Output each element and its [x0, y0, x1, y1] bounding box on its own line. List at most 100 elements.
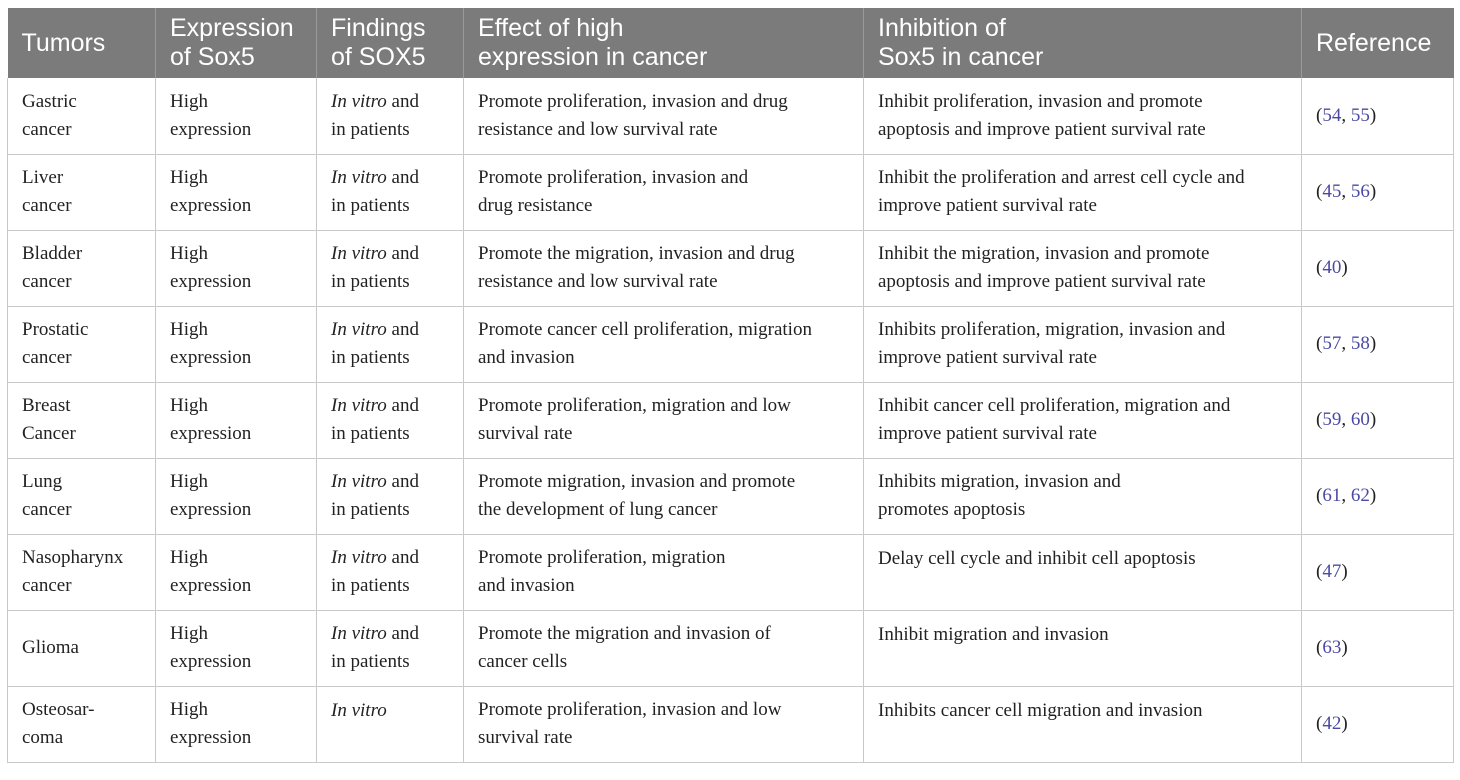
cell-effect: Promote the migration, invasion and drug…: [463, 230, 864, 307]
cell-expression: High expression: [155, 154, 317, 231]
cell-reference: (63): [1301, 610, 1454, 687]
cell-text: Prostatic cancer: [22, 319, 89, 368]
cell-text: Inhibits proliferation, migration, invas…: [878, 319, 1226, 368]
reference-link[interactable]: 47: [1322, 561, 1342, 582]
cell-text: Promote proliferation, migration and low…: [478, 395, 791, 444]
cell-text: High expression: [170, 547, 252, 596]
cell-findings: In vitro and in patients: [316, 610, 464, 687]
cell-reference: (61, 62): [1301, 458, 1454, 535]
reference-link[interactable]: 60: [1350, 409, 1370, 430]
cell-text: Promote proliferation, migration and inv…: [478, 547, 726, 596]
cell-effect: Promote proliferation, invasion and drug…: [463, 154, 864, 231]
header-tumors: Tumors: [7, 8, 156, 78]
table-row: Nasopharynx cancer High expression In vitr…: [7, 534, 1454, 611]
cell-reference: (59, 60): [1301, 382, 1454, 459]
cell-text: Lung cancer: [22, 471, 72, 520]
findings-rest-text: and in patients: [331, 319, 419, 368]
cell-text: High expression: [170, 319, 252, 368]
cell-expression: High expression: [155, 382, 317, 459]
cell-tumor: Bladder cancer: [7, 230, 156, 307]
header-reference: Reference: [1301, 8, 1454, 78]
cell-text: Inhibit migration and invasion: [878, 623, 1109, 645]
cell-inhibition: Inhibits migration, invasion and promote…: [863, 458, 1302, 535]
cell-reference: (45, 56): [1301, 154, 1454, 231]
findings-italic-text: In vitro: [331, 319, 387, 340]
table-row: Lung cancer High expression In vitro and i…: [7, 458, 1454, 535]
header-effect: Effect of high expression in cancer: [463, 8, 864, 78]
cell-text: Gastric cancer: [22, 90, 77, 140]
reference-link[interactable]: 59: [1322, 409, 1342, 430]
cell-tumor: Glioma: [7, 610, 156, 687]
cell-tumor: Nasopharynx cancer: [7, 534, 156, 611]
cell-text: Breast Cancer: [22, 395, 76, 444]
reference-link[interactable]: 40: [1322, 257, 1342, 278]
cell-effect: Promote migration, invasion and promote …: [463, 458, 864, 535]
cell-text: High expression: [170, 395, 252, 444]
cell-findings: In vitro and in patients: [316, 306, 464, 383]
findings-rest-text: and in patients: [331, 547, 419, 596]
cell-inhibition: Delay cell cycle and inhibit cell apopto…: [863, 534, 1302, 611]
cell-text: Promote proliferation, invasion and low …: [478, 699, 782, 748]
reference-link[interactable]: 55: [1350, 104, 1370, 126]
cell-tumor: Liver cancer: [7, 154, 156, 231]
cell-expression: High expression: [155, 610, 317, 687]
cell-text: Nasopharynx cancer: [22, 547, 124, 596]
findings-rest-text: and in patients: [331, 167, 419, 216]
cell-reference: (42): [1301, 686, 1454, 763]
cell-effect: Promote the migration and invasion of ca…: [463, 610, 864, 687]
cell-inhibition: Inhibit the proliferation and arrest cel…: [863, 154, 1302, 231]
cell-text: High expression: [170, 623, 252, 672]
findings-rest-text: and in patients: [331, 623, 419, 672]
cell-tumor: Prostatic cancer: [7, 306, 156, 383]
reference-link[interactable]: 62: [1350, 485, 1370, 506]
cell-findings: In vitro and in patients: [316, 382, 464, 459]
cell-text: Promote proliferation, invasion and drug…: [478, 90, 788, 140]
cell-reference: (40): [1301, 230, 1454, 307]
cell-text: Inhibit the migration, invasion and prom…: [878, 243, 1210, 292]
reference-link[interactable]: 61: [1322, 485, 1342, 506]
cell-text: High expression: [170, 90, 252, 140]
cell-text: Promote cancer cell proliferation, migra…: [478, 319, 812, 368]
cell-effect: Promote proliferation, invasion and low …: [463, 686, 864, 763]
cell-findings: In vitro and in patients: [316, 230, 464, 307]
table-row: Glioma High expression In vitro and in pat…: [7, 610, 1454, 687]
cell-text: Inhibits cancer cell migration and invas…: [878, 699, 1203, 721]
cell-reference: (47): [1301, 534, 1454, 611]
header-inhibition: Inhibition of Sox5 in cancer: [863, 8, 1302, 78]
findings-italic-text: In vitro: [331, 699, 387, 721]
findings-italic-text: In vitro: [331, 623, 387, 644]
reference-link[interactable]: 54: [1322, 104, 1342, 126]
findings-rest-text: and in patients: [331, 395, 419, 444]
reference-link[interactable]: 63: [1322, 637, 1342, 658]
cell-expression: High expression: [155, 306, 317, 383]
table-row: Liver cancer High expression In vitro and …: [7, 154, 1454, 231]
cell-text: High expression: [170, 243, 252, 292]
cell-reference: (57, 58): [1301, 306, 1454, 383]
table-row: Bladder cancer High expression In vitro an…: [7, 230, 1454, 307]
reference-link[interactable]: 58: [1350, 333, 1370, 354]
cell-text: Inhibit cancer cell proliferation, migra…: [878, 395, 1231, 444]
cell-findings: In vitro and in patients: [316, 78, 464, 155]
table-header-row: Tumors Expression of Sox5 Findings of SO…: [7, 8, 1454, 78]
cell-tumor: Gastric cancer: [7, 78, 156, 155]
reference-link[interactable]: 56: [1350, 181, 1370, 202]
findings-italic-text: In vitro: [331, 547, 387, 568]
cell-text: Delay cell cycle and inhibit cell apopto…: [878, 547, 1196, 569]
cell-inhibition: Inhibits cancer cell migration and invas…: [863, 686, 1302, 763]
findings-rest-text: and in patients: [331, 243, 419, 292]
findings-rest-text: and in patients: [331, 471, 419, 520]
cell-text: Bladder cancer: [22, 243, 83, 292]
cell-text: High expression: [170, 699, 252, 748]
cell-effect: Promote proliferation, migration and low…: [463, 382, 864, 459]
cell-inhibition: Inhibit migration and invasion: [863, 610, 1302, 687]
cell-inhibition: Inhibit proliferation, invasion and prom…: [863, 78, 1302, 155]
cell-expression: High expression: [155, 230, 317, 307]
table-body: Gastric cancer High expression In vitro an…: [7, 78, 1454, 763]
cell-text: High expression: [170, 471, 252, 520]
table-row: Breast Cancer High expression In vitro and…: [7, 382, 1454, 459]
reference-link[interactable]: 45: [1322, 181, 1342, 202]
cell-text: Promote migration, invasion and promote …: [478, 471, 796, 520]
findings-italic-text: In vitro: [331, 90, 387, 112]
reference-link[interactable]: 57: [1322, 333, 1342, 354]
reference-link[interactable]: 42: [1322, 713, 1342, 734]
